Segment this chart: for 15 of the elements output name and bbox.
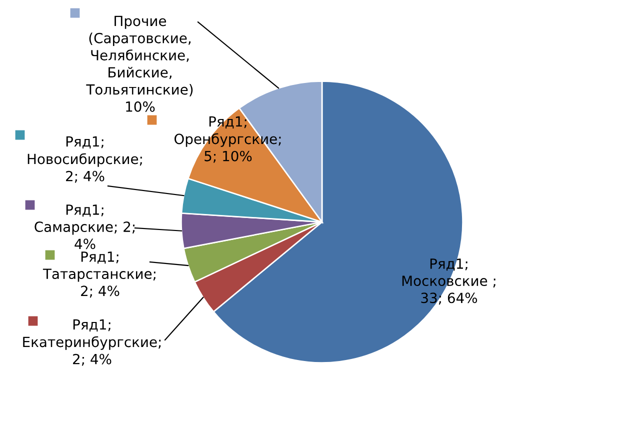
- text: Ряд1;: [66, 136, 104, 148]
- text: 5; 10%: [204, 150, 252, 163]
- text: Ряд1;: [66, 204, 104, 217]
- legend-label: Ряд1;: [81, 252, 118, 264]
- category-label: Екатеринбургские;: [23, 336, 161, 350]
- text: 2; 4%: [81, 286, 120, 298]
- category-label: Татарстанские;: [42, 268, 156, 282]
- text: 4%: [74, 238, 96, 250]
- text: 2; 4%: [73, 354, 112, 366]
- slice-label: Прочие (Саратовские, Челябинские, Бийские, Тольятинские): [86, 16, 193, 96]
- text: 10%: [126, 101, 155, 112]
- category-label: Новосибирские;: [28, 153, 142, 167]
- text: 2; 4%: [66, 170, 104, 183]
- text: Ряд1;: [73, 319, 110, 332]
- category-label: Самарские; 2;: [34, 222, 134, 235]
